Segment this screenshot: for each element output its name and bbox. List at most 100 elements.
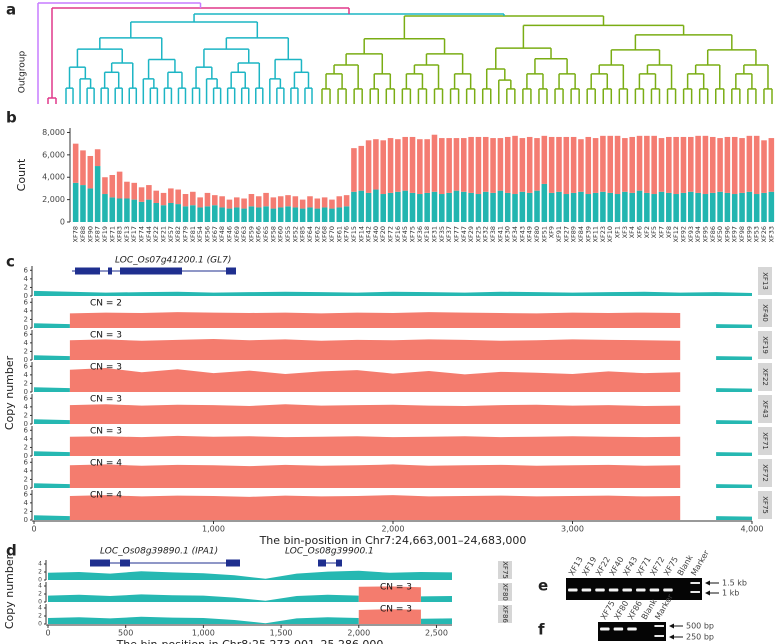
bar: [446, 192, 452, 222]
copy-number-area: [69, 464, 681, 488]
x-tick-label: XF77: [452, 226, 460, 242]
bar: [321, 197, 328, 208]
gene-label: LOC_Os07g41200.1 (GL7): [115, 256, 231, 266]
x-tick-label: XF23: [599, 226, 607, 242]
strip-label: XF19: [761, 336, 769, 354]
x-tick-label: XF11: [592, 226, 600, 242]
bar: [548, 136, 555, 193]
bar: [753, 135, 760, 195]
x-tick-label: XF39: [584, 226, 592, 242]
bar: [409, 192, 416, 222]
gene-label: LOC_Os08g39890.1 (IPA1): [100, 547, 218, 557]
bar: [512, 194, 518, 222]
bar: [666, 192, 672, 222]
bar: [731, 136, 738, 195]
y-tick-label: 4: [38, 583, 42, 590]
y-tick-label: 2: [24, 379, 28, 387]
bar: [453, 190, 460, 222]
bar: [138, 187, 145, 202]
bar: [636, 190, 643, 222]
bar: [482, 136, 489, 192]
bar: [600, 135, 606, 192]
x-tick-label: XF99: [745, 226, 753, 242]
bar: [482, 191, 489, 222]
x-tick-label: XF8: [665, 226, 673, 238]
strip: [498, 561, 512, 579]
bar: [336, 207, 343, 222]
size-label: 1 kb: [722, 589, 739, 598]
strip: [498, 605, 512, 623]
bar: [629, 192, 635, 222]
x-tick-label: XF61: [335, 226, 343, 242]
ladder-band: [654, 625, 664, 627]
bar: [373, 139, 379, 190]
bar: [622, 191, 628, 222]
outgroup-label: Outgroup: [18, 50, 28, 93]
bar: [417, 194, 423, 222]
y-tick-label: 0: [24, 388, 28, 396]
bar: [197, 207, 203, 222]
panel-label: b: [6, 109, 17, 127]
y-axis-title: Copy number: [3, 554, 16, 629]
x-tick-label: XF6: [636, 226, 644, 238]
bar: [168, 188, 174, 203]
bar: [651, 194, 657, 222]
y-tick-label: 0: [38, 599, 42, 606]
x-tick-label: 0: [45, 629, 50, 638]
y-tick-label: 4: [24, 403, 29, 411]
bar: [673, 136, 679, 195]
bar: [329, 199, 335, 209]
x-tick-label: XF85: [299, 226, 307, 242]
bar: [460, 191, 467, 222]
bar: [490, 192, 496, 222]
bar: [314, 208, 321, 222]
y-tick-label: 6: [24, 394, 29, 402]
bar: [233, 197, 240, 208]
gel-band: [613, 627, 624, 631]
y-tick-label: 6: [24, 426, 29, 434]
y-tick-label: 6: [24, 490, 29, 498]
bar: [592, 192, 599, 222]
y-tick-label: 2: [24, 507, 28, 515]
x-tick-label: XF97: [731, 226, 739, 242]
bar: [592, 138, 599, 193]
x-tick-label: XF70: [328, 226, 336, 242]
bar: [204, 206, 211, 222]
x-tick-label: XF29: [467, 226, 475, 242]
y-tick-label: 6: [24, 266, 29, 274]
bar: [688, 191, 694, 222]
bar: [541, 135, 548, 184]
bar: [709, 192, 716, 222]
bar: [307, 207, 313, 222]
x-tick-label: XF83: [116, 226, 124, 242]
bar: [556, 136, 562, 192]
bar: [570, 136, 577, 193]
gene-exon: [226, 559, 240, 567]
bar: [534, 190, 540, 222]
y-tick-label: 6: [24, 330, 29, 338]
bar: [146, 199, 152, 222]
x-tick-label: XF9: [548, 226, 556, 238]
y-tick-label: 4: [24, 467, 29, 475]
bar: [321, 207, 328, 222]
bar: [241, 208, 247, 222]
bar: [292, 207, 299, 222]
bar: [292, 196, 299, 208]
bar: [204, 192, 211, 207]
bar: [380, 194, 387, 222]
strip: [758, 267, 772, 295]
copy-number-area: [48, 570, 452, 580]
x-tick-label: XF58: [269, 226, 277, 242]
x-tick-label: XF50: [716, 226, 724, 242]
y-tick-label: 4: [24, 435, 29, 443]
x-tick-label: XF69: [233, 226, 241, 242]
x-tick-label: XF18: [423, 226, 431, 242]
bar: [395, 191, 401, 222]
y-tick-label: 4,000: [42, 173, 65, 182]
x-tick-label: XF64: [306, 226, 314, 242]
y-axis-title: Count: [15, 158, 28, 191]
bar: [182, 194, 189, 207]
bar: [182, 206, 189, 222]
bar: [160, 205, 167, 222]
y-tick-label: 4: [24, 307, 29, 315]
